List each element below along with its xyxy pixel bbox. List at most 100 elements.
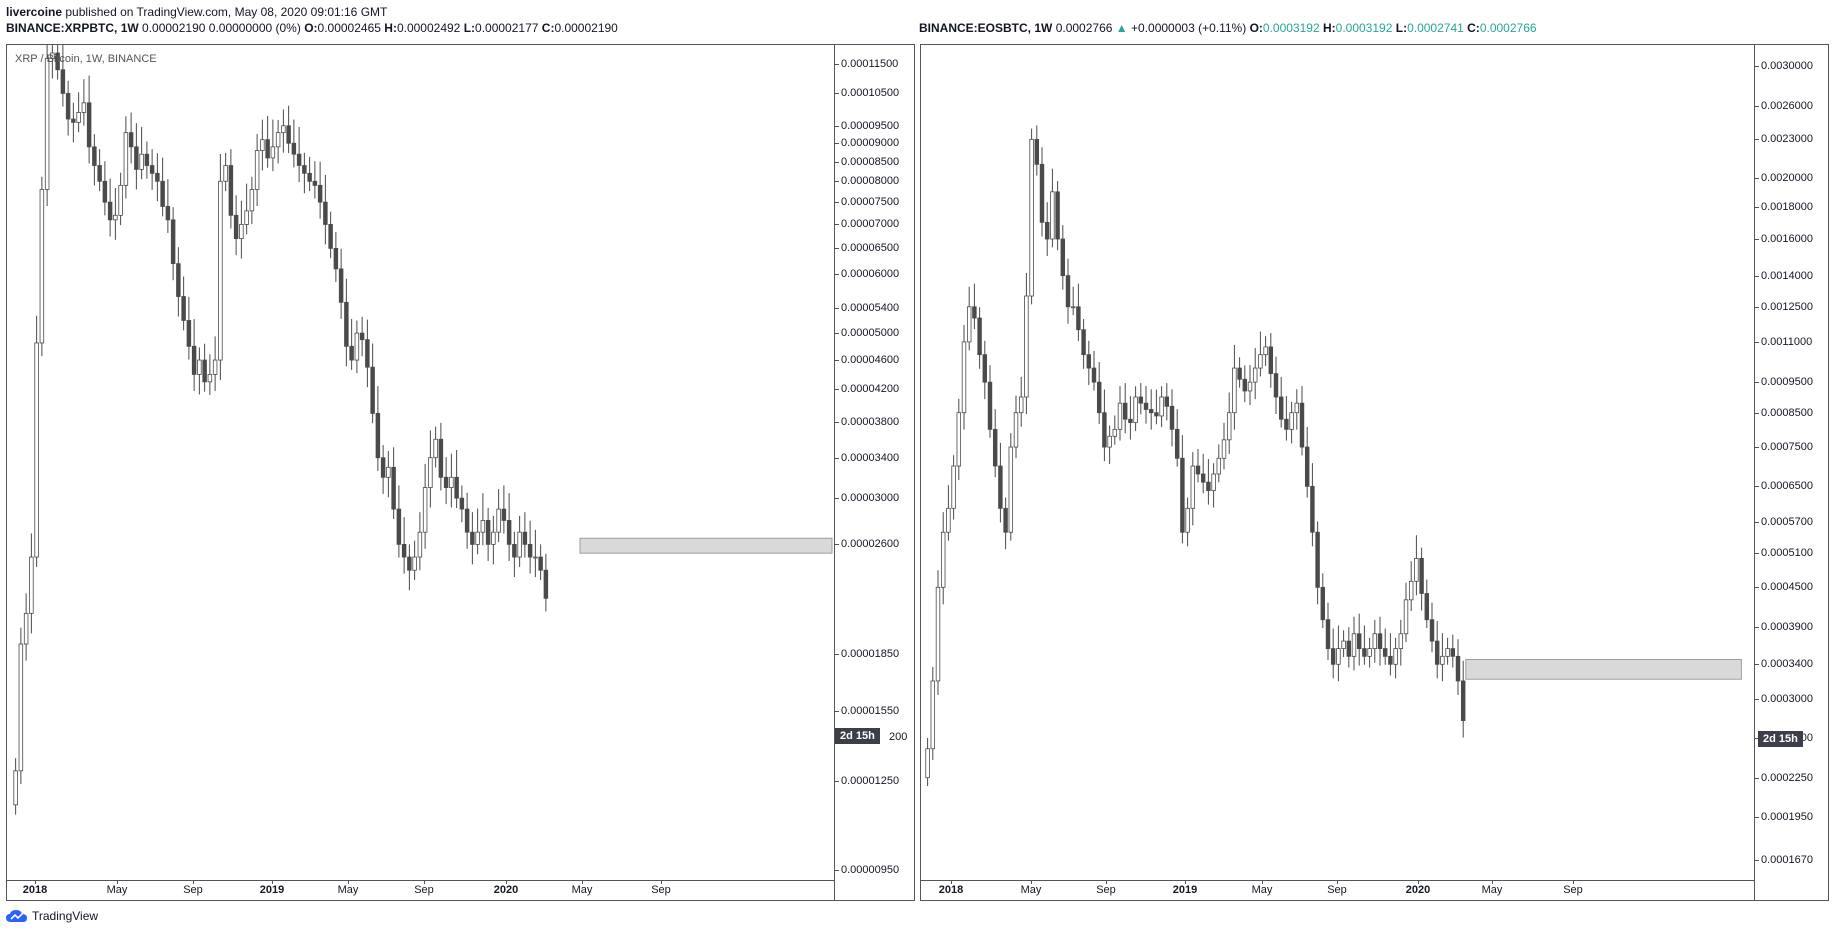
legend-right: BINANCE:EOSBTC, 1W 0.0002766 ▲ +0.000000… bbox=[919, 21, 1537, 35]
candle bbox=[454, 450, 459, 508]
candle bbox=[76, 92, 81, 133]
candle-body bbox=[1294, 402, 1300, 414]
candle-body bbox=[1455, 655, 1461, 682]
candle bbox=[946, 485, 951, 541]
candle-body bbox=[517, 531, 522, 558]
open-value: 0.0003192 bbox=[1262, 21, 1320, 35]
candle-body bbox=[354, 332, 360, 361]
price-tick-mark bbox=[835, 161, 839, 163]
candle bbox=[1039, 147, 1045, 237]
chart-panel-eosbtc[interactable]: 0.0030000 0.0026000 0.0023000 0.0020000 0.00… bbox=[920, 44, 1829, 901]
candle-body bbox=[1070, 306, 1076, 309]
time-tick-mark bbox=[1185, 880, 1186, 884]
candle-body bbox=[1003, 507, 1008, 533]
time-axis-line bbox=[7, 880, 834, 881]
candle bbox=[972, 283, 977, 330]
candle bbox=[39, 176, 45, 357]
candle-body bbox=[71, 118, 76, 123]
candle bbox=[1122, 383, 1128, 434]
candle-body bbox=[512, 543, 517, 558]
candle bbox=[186, 296, 192, 360]
close-value: 0.00002190 bbox=[554, 21, 618, 35]
price-tick-label: 0.0005700 bbox=[1761, 516, 1813, 529]
candle bbox=[1237, 357, 1242, 388]
price-tick-mark bbox=[1755, 66, 1759, 68]
price-tick-label: 0.0008500 bbox=[1761, 406, 1813, 419]
candle-body bbox=[160, 180, 165, 207]
candle-body bbox=[391, 466, 396, 510]
candle-body bbox=[1336, 648, 1341, 665]
candle bbox=[1408, 561, 1414, 612]
price-tick-label: 0.0001950 bbox=[1761, 810, 1813, 823]
candle-body bbox=[1107, 435, 1112, 448]
candle bbox=[228, 149, 234, 229]
price-tick-mark bbox=[835, 457, 839, 459]
time-tick-label: May bbox=[106, 884, 128, 896]
candle bbox=[1299, 386, 1305, 456]
candle bbox=[1258, 331, 1263, 377]
candle-body bbox=[176, 263, 181, 297]
candle-body bbox=[485, 520, 491, 545]
candle bbox=[1289, 401, 1294, 444]
candle bbox=[302, 152, 307, 194]
candle-body bbox=[459, 497, 465, 510]
candle-body bbox=[1419, 558, 1424, 594]
candle-body bbox=[1304, 446, 1310, 487]
candle-body bbox=[55, 52, 60, 71]
price-axis[interactable]: 0.00011500 0.00010500 0.00009500 0.00009000… bbox=[834, 45, 915, 900]
candle bbox=[940, 512, 946, 605]
time-tick-label: Sep bbox=[183, 884, 203, 896]
candle bbox=[930, 667, 936, 760]
candlestick-chart-xrpbtc[interactable] bbox=[7, 45, 834, 900]
candle bbox=[1242, 365, 1248, 403]
symbol-label[interactable]: BINANCE:XRPBTC bbox=[6, 21, 114, 35]
price-tick-label: 0.0009500 bbox=[1761, 376, 1813, 389]
candle bbox=[50, 45, 55, 79]
candle bbox=[286, 105, 291, 154]
price-tick-label: 0.00006000 bbox=[841, 268, 900, 281]
candle-body bbox=[307, 172, 312, 182]
candle bbox=[1372, 619, 1378, 663]
publisher-name[interactable]: livercoine bbox=[6, 5, 63, 19]
publish-text: published on TradingView.com, May 08, 20… bbox=[65, 5, 388, 19]
time-tick-mark bbox=[348, 880, 349, 884]
candlestick-chart-eosbtc[interactable] bbox=[921, 45, 1754, 900]
candle-body bbox=[128, 132, 134, 148]
candle-body bbox=[1372, 633, 1378, 650]
candle bbox=[422, 463, 428, 549]
tradingview-logo[interactable]: TradingView bbox=[6, 909, 98, 923]
candle-body bbox=[1112, 428, 1118, 437]
candle-body bbox=[370, 366, 375, 414]
candle bbox=[480, 493, 486, 546]
candle bbox=[118, 172, 123, 226]
candle bbox=[412, 540, 417, 581]
candle-body bbox=[328, 224, 333, 249]
candle-body bbox=[1429, 619, 1435, 642]
time-tick-mark bbox=[582, 880, 583, 884]
candle bbox=[1445, 637, 1450, 665]
price-tick-label: 0.0002250 bbox=[1761, 771, 1813, 784]
candle bbox=[1341, 630, 1346, 657]
candle bbox=[1450, 634, 1456, 668]
candle-body bbox=[1133, 396, 1138, 423]
symbol-label[interactable]: BINANCE:EOSBTC bbox=[919, 21, 1028, 35]
time-tick-label: May bbox=[1481, 884, 1503, 896]
candle bbox=[1206, 459, 1211, 505]
candle-body bbox=[1076, 306, 1081, 331]
candle bbox=[533, 529, 538, 578]
candle bbox=[1252, 347, 1258, 400]
candle-body bbox=[1122, 402, 1128, 420]
candle-body bbox=[972, 306, 977, 319]
candle-body bbox=[139, 153, 144, 170]
countdown-badge: 2d 15h bbox=[835, 728, 880, 744]
candle-body bbox=[165, 206, 171, 221]
price-axis[interactable]: 0.0030000 0.0026000 0.0023000 0.0020000 0.00… bbox=[1754, 45, 1829, 900]
candle-body bbox=[296, 153, 302, 166]
candle-body bbox=[396, 508, 402, 545]
change-value: 0.00002190 0.00000000 (0%) bbox=[142, 21, 301, 35]
price-tick-label: 0.00008000 bbox=[841, 175, 900, 188]
candle-body bbox=[1284, 418, 1289, 430]
chart-panel-xrpbtc[interactable]: XRP / Bitcoin, 1W, BINANCE 0.00011500 0.0… bbox=[6, 44, 915, 901]
candle bbox=[543, 553, 549, 612]
candle-body bbox=[491, 531, 496, 545]
